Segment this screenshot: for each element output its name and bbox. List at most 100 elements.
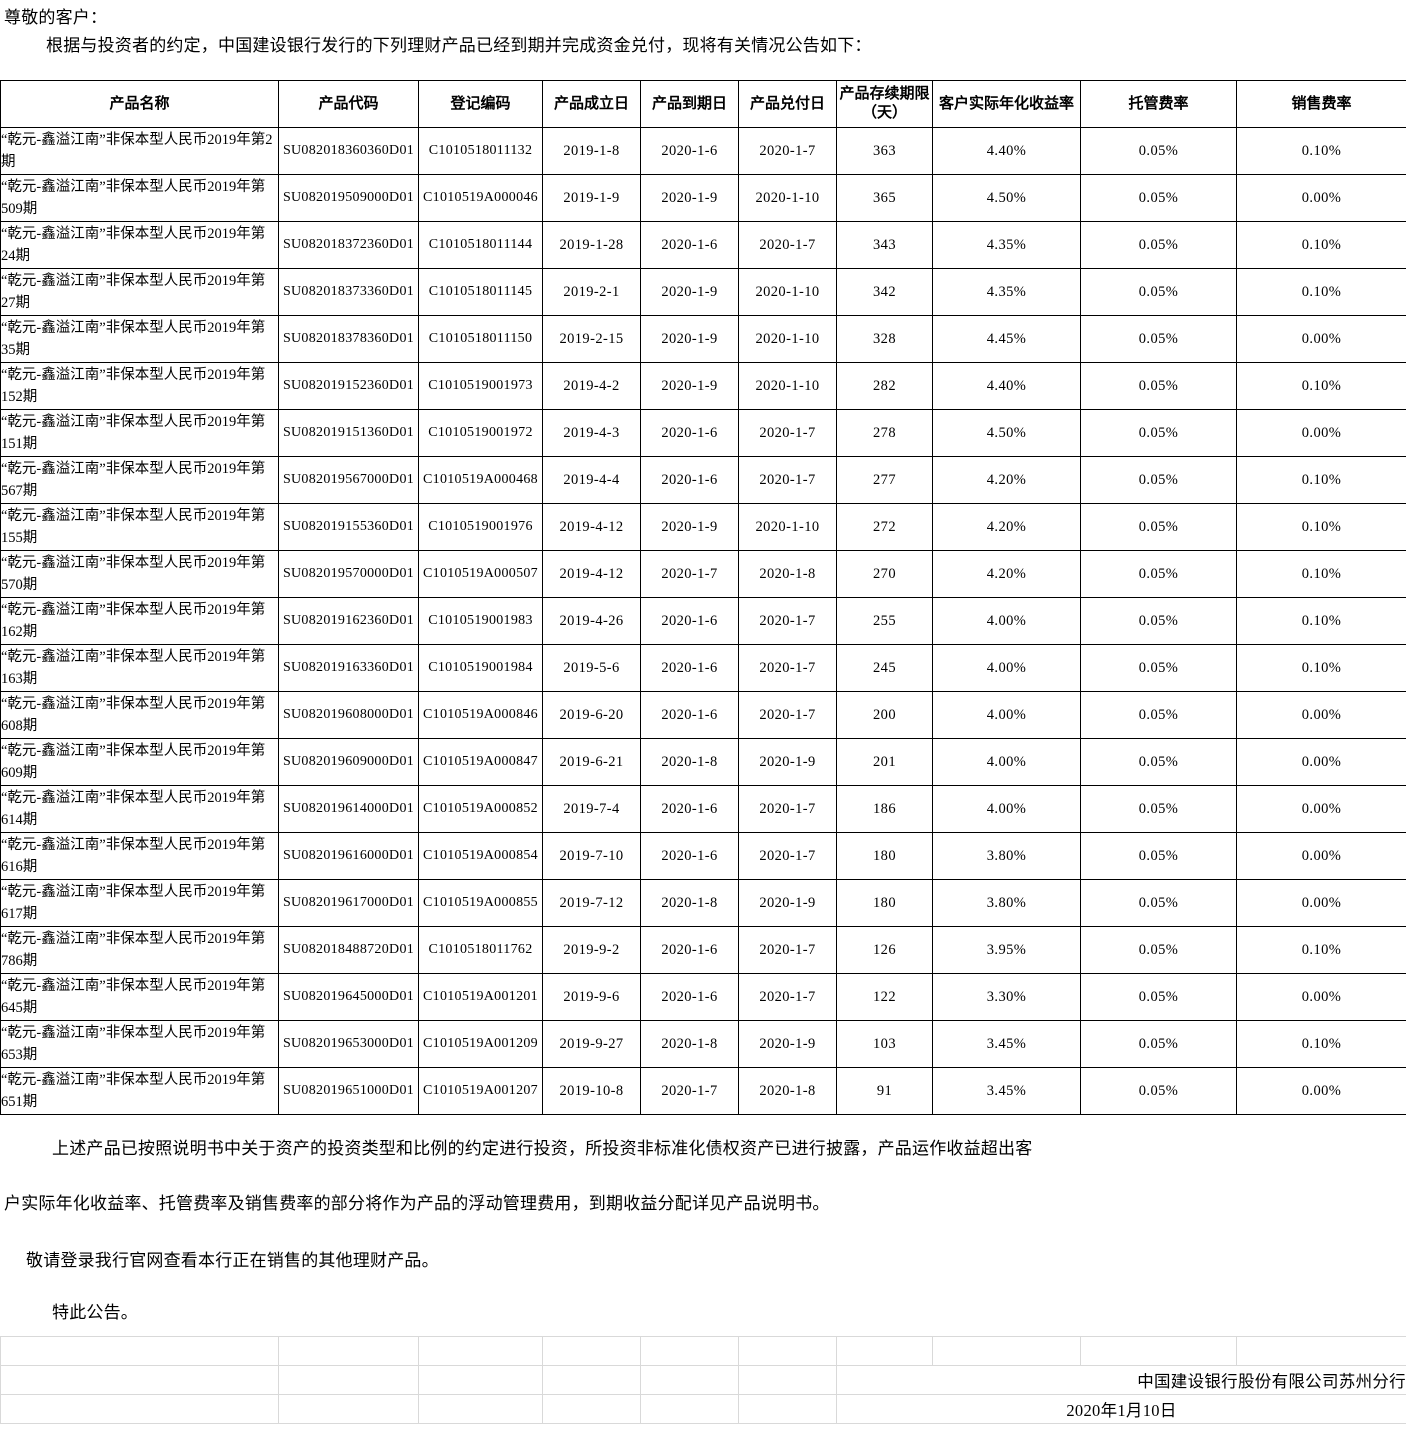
table-row: “乾元-鑫溢江南”非保本型人民币2019年第786期 SU082018488720…	[0, 926, 1406, 974]
due-date-cell: 2020-1-6	[640, 926, 739, 974]
table-row: “乾元-鑫溢江南”非保本型人民币2019年第151期 SU082019151360…	[0, 409, 1406, 457]
grid-cell	[418, 1336, 543, 1366]
grid-cell	[1236, 1336, 1406, 1366]
payment-date-cell: 2020-1-7	[738, 973, 837, 1021]
sales-fee-cell: 0.00%	[1236, 785, 1406, 833]
custody-fee-cell: 0.05%	[1080, 926, 1237, 974]
product-code-cell: SU082019163360D01	[278, 644, 419, 692]
registration-code-cell: C1010519A000847	[418, 738, 543, 786]
established-date-cell: 2019-9-27	[542, 1020, 641, 1068]
table-row: “乾元-鑫溢江南”非保本型人民币2019年第617期 SU082019617000…	[0, 879, 1406, 927]
product-code-cell: SU082019645000D01	[278, 973, 419, 1021]
sales-fee-cell: 0.10%	[1236, 644, 1406, 692]
payment-date-cell: 2020-1-9	[738, 879, 837, 927]
registration-code-cell: C1010519A001201	[418, 973, 543, 1021]
established-date-cell: 2019-7-4	[542, 785, 641, 833]
product-code-cell: SU082019614000D01	[278, 785, 419, 833]
product-code-cell: SU082018488720D01	[278, 926, 419, 974]
grid-cell	[836, 1336, 933, 1366]
sales-fee-cell: 0.00%	[1236, 973, 1406, 1021]
duration-days-cell: 122	[836, 973, 933, 1021]
note-line-3: 敬请登录我行官网查看本行正在销售的其他理财产品。	[26, 1251, 439, 1270]
registration-code-cell: C1010518011762	[418, 926, 543, 974]
table-row: “乾元-鑫溢江南”非保本型人民币2019年第35期 SU082018378360D…	[0, 315, 1406, 363]
established-date-cell: 2019-4-2	[542, 362, 641, 410]
column-header-custody-fee: 托管费率	[1080, 80, 1237, 128]
due-date-cell: 2020-1-6	[640, 644, 739, 692]
due-date-cell: 2020-1-6	[640, 221, 739, 269]
table-row: “乾元-鑫溢江南”非保本型人民币2019年第651期 SU082019651000…	[0, 1067, 1406, 1115]
duration-days-cell: 103	[836, 1020, 933, 1068]
table-row: “乾元-鑫溢江南”非保本型人民币2019年第163期 SU082019163360…	[0, 644, 1406, 692]
custody-fee-cell: 0.05%	[1080, 409, 1237, 457]
payment-date-cell: 2020-1-7	[738, 691, 837, 739]
payment-date-cell: 2020-1-7	[738, 926, 837, 974]
signature-grid-area: 中国建设银行股份有限公司苏州分行 2020年1月10日	[0, 1336, 1406, 1424]
registration-code-cell: C1010519A000846	[418, 691, 543, 739]
column-header-product-name: 产品名称	[0, 80, 279, 128]
established-date-cell: 2019-4-26	[542, 597, 641, 645]
registration-code-cell: C1010519001983	[418, 597, 543, 645]
sales-fee-cell: 0.00%	[1236, 738, 1406, 786]
duration-days-cell: 180	[836, 832, 933, 880]
sales-fee-cell: 0.10%	[1236, 926, 1406, 974]
signature-table: 中国建设银行股份有限公司苏州分行 2020年1月10日	[0, 1336, 1406, 1424]
custody-fee-cell: 0.05%	[1080, 315, 1237, 363]
custody-fee-cell: 0.05%	[1080, 268, 1237, 316]
product-name-cell: “乾元-鑫溢江南”非保本型人民币2019年第567期	[0, 456, 279, 504]
registration-code-cell: C1010519001973	[418, 362, 543, 410]
due-date-cell: 2020-1-6	[640, 127, 739, 175]
due-date-cell: 2020-1-9	[640, 503, 739, 551]
payment-date-cell: 2020-1-7	[738, 456, 837, 504]
product-name-cell: “乾元-鑫溢江南”非保本型人民币2019年第609期	[0, 738, 279, 786]
due-date-cell: 2020-1-6	[640, 785, 739, 833]
product-name-cell: “乾元-鑫溢江南”非保本型人民币2019年第608期	[0, 691, 279, 739]
registration-code-cell: C1010518011132	[418, 127, 543, 175]
product-name-cell: “乾元-鑫溢江南”非保本型人民币2019年第570期	[0, 550, 279, 598]
grid-row-blank	[0, 1336, 1406, 1366]
sales-fee-cell: 0.10%	[1236, 503, 1406, 551]
due-date-cell: 2020-1-6	[640, 832, 739, 880]
registration-code-cell: C1010519001972	[418, 409, 543, 457]
established-date-cell: 2019-1-28	[542, 221, 641, 269]
grid-cell	[278, 1365, 419, 1395]
intro-spacer	[0, 59, 1406, 80]
table-row: “乾元-鑫溢江南”非保本型人民币2019年第24期 SU082018372360D…	[0, 221, 1406, 269]
grid-cell	[738, 1365, 837, 1395]
annual-yield-cell: 4.40%	[932, 127, 1081, 175]
registration-code-cell: C1010519A001207	[418, 1067, 543, 1115]
sales-fee-cell: 0.10%	[1236, 456, 1406, 504]
established-date-cell: 2019-7-12	[542, 879, 641, 927]
custody-fee-cell: 0.05%	[1080, 174, 1237, 222]
table-row: “乾元-鑫溢江南”非保本型人民币2019年第608期 SU082019608000…	[0, 691, 1406, 739]
sales-fee-cell: 0.10%	[1236, 550, 1406, 598]
table-row: “乾元-鑫溢江南”非保本型人民币2019年第509期 SU082019509000…	[0, 174, 1406, 222]
product-code-cell: SU082018373360D01	[278, 268, 419, 316]
table-body: “乾元-鑫溢江南”非保本型人民币2019年第2期 SU082018360360D0…	[0, 127, 1406, 1115]
sales-fee-cell: 0.00%	[1236, 315, 1406, 363]
annual-yield-cell: 4.45%	[932, 315, 1081, 363]
table-row: “乾元-鑫溢江南”非保本型人民币2019年第653期 SU082019653000…	[0, 1020, 1406, 1068]
product-code-cell: SU082019152360D01	[278, 362, 419, 410]
table-row: “乾元-鑫溢江南”非保本型人民币2019年第162期 SU082019162360…	[0, 597, 1406, 645]
product-code-cell: SU082019509000D01	[278, 174, 419, 222]
product-name-cell: “乾元-鑫溢江南”非保本型人民币2019年第509期	[0, 174, 279, 222]
grid-cell	[1080, 1336, 1237, 1366]
custody-fee-cell: 0.05%	[1080, 973, 1237, 1021]
grid-cell	[542, 1394, 641, 1424]
product-code-cell: SU082018378360D01	[278, 315, 419, 363]
intro-block: 尊敬的客户： 根据与投资者的约定，中国建设银行发行的下列理财产品已经到期并完成资…	[0, 0, 1406, 59]
table-row: “乾元-鑫溢江南”非保本型人民币2019年第567期 SU082019567000…	[0, 456, 1406, 504]
table-header-row: 产品名称 产品代码 登记编码 产品成立日 产品到期日 产品兑付日 产品存续期限（…	[0, 80, 1406, 128]
due-date-cell: 2020-1-6	[640, 691, 739, 739]
sales-fee-cell: 0.00%	[1236, 691, 1406, 739]
payment-date-cell: 2020-1-8	[738, 550, 837, 598]
sales-fee-cell: 0.00%	[1236, 879, 1406, 927]
table-row: “乾元-鑫溢江南”非保本型人民币2019年第155期 SU082019155360…	[0, 503, 1406, 551]
established-date-cell: 2019-4-4	[542, 456, 641, 504]
sales-fee-cell: 0.00%	[1236, 174, 1406, 222]
products-table: 产品名称 产品代码 登记编码 产品成立日 产品到期日 产品兑付日 产品存续期限（…	[0, 80, 1406, 1115]
due-date-cell: 2020-1-6	[640, 597, 739, 645]
registration-code-cell: C1010519A000854	[418, 832, 543, 880]
product-name-cell: “乾元-鑫溢江南”非保本型人民币2019年第155期	[0, 503, 279, 551]
